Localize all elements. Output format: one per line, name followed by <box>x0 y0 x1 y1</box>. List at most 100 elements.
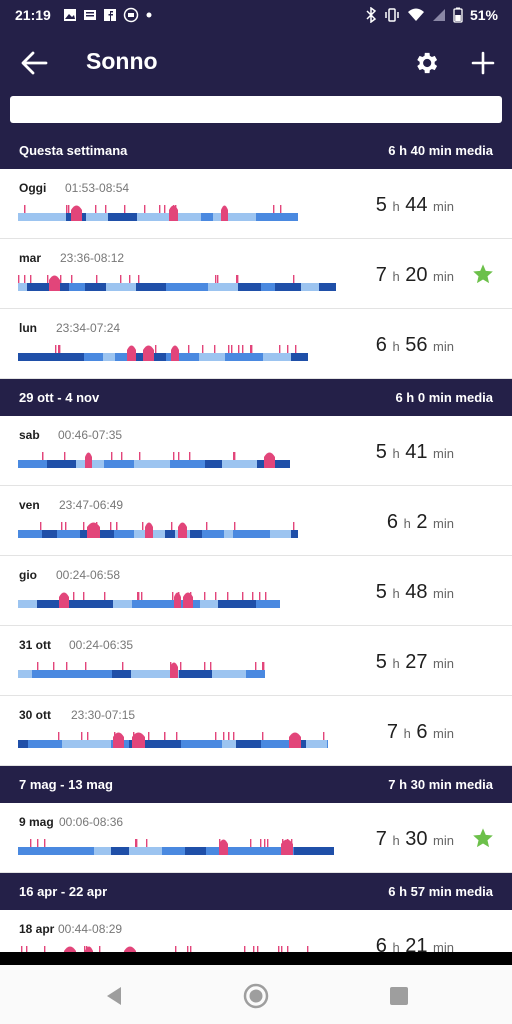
sleep-duration: 7 h 20 min <box>376 264 454 287</box>
gear-icon[interactable] <box>412 49 440 77</box>
awake-segment <box>289 732 301 748</box>
awake-segment <box>71 205 82 221</box>
bluetooth-icon <box>366 7 377 23</box>
sleep-stages-chart <box>18 839 334 855</box>
sleep-stage-segment <box>52 283 69 291</box>
sleep-stage-segment <box>62 740 90 748</box>
sleep-stage-segment <box>185 847 206 855</box>
hours-unit: h <box>392 269 400 284</box>
awake-tick <box>233 732 235 740</box>
awake-tick <box>121 452 123 460</box>
sleep-stage-segment <box>18 283 27 291</box>
sleep-stages-chart <box>18 345 308 361</box>
sleep-stage-segment <box>291 353 308 361</box>
sleep-stage-segment <box>136 283 166 291</box>
awake-segment <box>113 732 124 748</box>
sleep-duration: 5 h 48 min <box>376 581 454 604</box>
duration-minutes: 27 <box>405 651 428 673</box>
sleep-time-range: 00:24-06:58 <box>56 568 121 582</box>
more-notifications-icon <box>146 12 152 18</box>
sleep-stage-segment <box>52 353 84 361</box>
square-recents-icon[interactable] <box>386 983 412 1009</box>
sleep-log-row[interactable]: lun 23:34-07:24 6 h 56 min <box>0 309 512 379</box>
search-box[interactable] <box>10 96 502 123</box>
sleep-log-row[interactable]: 9 mag 00:06-08:36 7 h 30 min <box>0 803 512 873</box>
sleep-stage-segment <box>137 213 164 221</box>
awake-tick <box>279 345 281 353</box>
duration-hours: 5 <box>375 581 387 603</box>
sleep-stage-segment <box>27 283 52 291</box>
awake-tick <box>293 522 295 530</box>
awake-tick <box>83 522 85 530</box>
plus-icon[interactable] <box>470 50 496 76</box>
awake-tick <box>234 452 236 460</box>
sleep-stage-segment <box>18 600 37 608</box>
minutes-unit: min <box>433 269 454 284</box>
sleep-log-row[interactable]: ven 23:47-06:49 6 h 2 min <box>0 486 512 556</box>
awake-tick <box>66 662 68 670</box>
awake-tick <box>68 205 70 213</box>
sleep-stage-segment <box>222 460 257 468</box>
awake-tick <box>215 275 217 283</box>
sleep-stage-segment <box>18 670 32 678</box>
sleep-stage-segment <box>28 740 62 748</box>
sleep-log-row[interactable]: Oggi 01:53-08:54 5 h 44 min <box>0 169 512 239</box>
sleep-stages-chart <box>18 732 328 748</box>
awake-tick <box>139 452 141 460</box>
awake-tick <box>250 345 252 353</box>
sleep-stage-segment <box>166 353 199 361</box>
sleep-stage-segment <box>193 740 222 748</box>
page-title: Sonno <box>86 48 158 74</box>
sleep-day-label: gio <box>19 568 37 582</box>
sleep-duration: 6 h 2 min <box>387 511 454 534</box>
sleep-duration: 6 h 56 min <box>376 334 454 357</box>
awake-tick <box>228 345 230 353</box>
sleep-log-row[interactable]: mar 23:36-08:12 7 h 20 min <box>0 239 512 309</box>
awake-tick <box>120 275 122 283</box>
duration-hours: 6 <box>375 334 387 356</box>
awake-segment <box>219 839 228 855</box>
awake-segment <box>87 522 100 538</box>
sleep-duration: 5 h 41 min <box>376 441 454 464</box>
sleep-stage-segment <box>170 460 205 468</box>
week-average: 6 h 0 min media <box>395 390 493 405</box>
sleep-stage-segment <box>161 740 181 748</box>
awake-tick <box>71 275 73 283</box>
awake-tick <box>307 946 309 954</box>
star-icon <box>473 828 493 848</box>
triangle-back-icon[interactable] <box>101 983 127 1009</box>
sleep-stage-segment <box>84 460 104 468</box>
awake-tick <box>262 662 264 670</box>
awake-tick <box>278 946 280 954</box>
sleep-log-row[interactable]: sab 00:46-07:35 5 h 41 min <box>0 416 512 486</box>
awake-tick <box>61 522 63 530</box>
sleep-stage-segment <box>32 670 60 678</box>
awake-segment <box>169 205 178 221</box>
sleep-stage-segment <box>202 530 224 538</box>
sleep-log-row[interactable]: 30 ott 23:30-07:15 7 h 6 min <box>0 696 512 766</box>
awake-tick <box>172 592 174 600</box>
awake-tick <box>37 662 39 670</box>
sleep-log-row[interactable]: gio 00:24-06:58 5 h 48 min <box>0 556 512 626</box>
minutes-unit: min <box>433 446 454 461</box>
circle-home-icon[interactable] <box>243 983 269 1009</box>
sleep-stage-segment <box>315 740 327 748</box>
awake-tick <box>323 732 325 740</box>
duration-hours: 7 <box>375 264 387 286</box>
sleep-duration: 5 h 44 min <box>376 194 454 217</box>
hours-unit: h <box>392 940 400 955</box>
sleep-stage-segment <box>224 530 233 538</box>
awake-tick <box>95 205 97 213</box>
awake-tick <box>187 946 189 954</box>
arrow-left-icon[interactable] <box>20 50 48 76</box>
sleep-stage-segment <box>129 847 162 855</box>
sleep-log-row[interactable]: 31 ott 00:24-06:35 5 h 27 min <box>0 626 512 696</box>
duration-minutes: 56 <box>405 334 428 356</box>
sleep-stage-segment <box>103 353 115 361</box>
awake-tick <box>260 839 262 847</box>
awake-segment <box>178 522 187 538</box>
sleep-stage-segment <box>58 600 83 608</box>
awake-tick <box>164 205 166 213</box>
awake-segment <box>59 592 69 608</box>
awake-tick <box>244 946 246 954</box>
